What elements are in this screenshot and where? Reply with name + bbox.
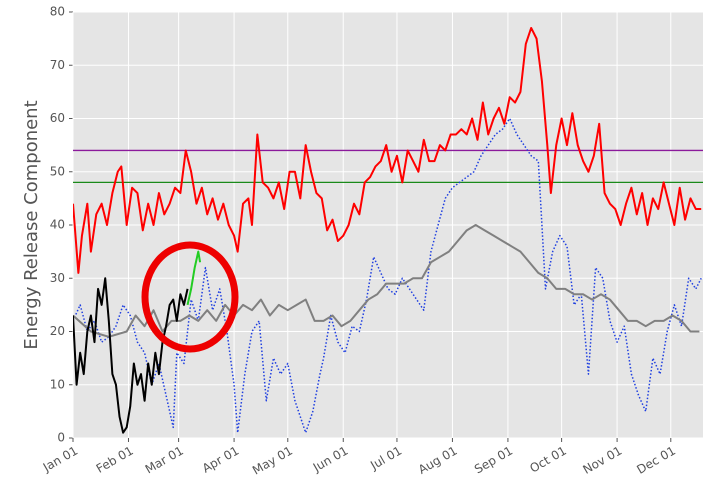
x-tick-label: Mar 01 (143, 444, 186, 477)
x-tick-label: May 01 (250, 444, 295, 478)
x-tick-label: Nov 01 (581, 444, 625, 477)
y-tick-label: 40 (50, 218, 65, 232)
x-tick-label: Jun 01 (310, 444, 351, 476)
y-tick-label: 0 (57, 431, 65, 445)
y-tick-label: 60 (50, 111, 65, 125)
y-tick-label: 80 (50, 5, 65, 19)
y-tick-label: 20 (50, 324, 65, 338)
x-tick-label: Sep 01 (472, 444, 515, 477)
x-tick-label: Oct 01 (527, 444, 569, 476)
series-line (73, 277, 189, 434)
highlight-circle (141, 241, 239, 353)
series-line (186, 250, 202, 306)
y-tick-label: 10 (50, 377, 65, 391)
series-line (73, 224, 700, 338)
x-tick-label: Dec 01 (634, 444, 678, 477)
y-tick-label: 70 (50, 58, 65, 72)
x-tick-label: Aug 01 (416, 444, 460, 477)
x-tick-label: Feb 01 (94, 444, 136, 476)
series-line (73, 26, 702, 274)
x-tick-label: Apr 01 (200, 444, 242, 476)
plot-marks (73, 26, 703, 434)
x-tick-label: Jul 01 (367, 444, 404, 473)
y-tick-label: 50 (50, 164, 65, 178)
x-tick-label: Jan 01 (40, 444, 80, 475)
y-axis-label: Energy Release Component (21, 100, 42, 349)
y-tick-label: 30 (50, 271, 65, 285)
grid (69, 11, 703, 442)
